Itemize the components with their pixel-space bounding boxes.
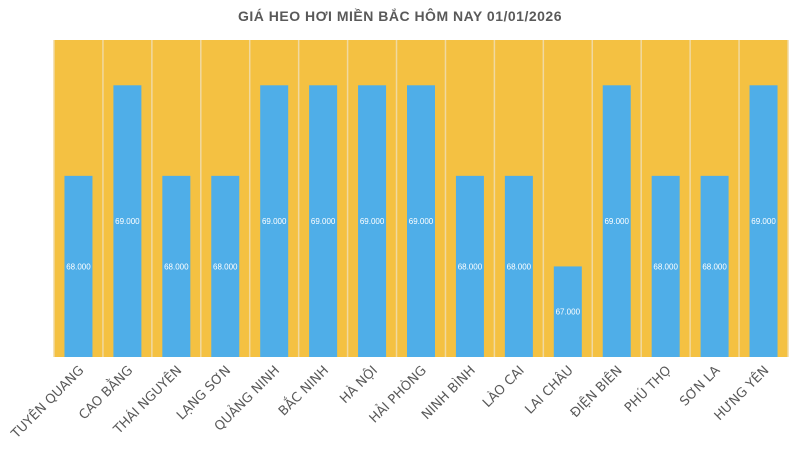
x-tick-label: BẮC NINH [275,362,332,419]
data-label: 68.000 [213,262,238,271]
bar [309,85,338,358]
bar [455,175,484,357]
chart-title: GIÁ HEO HƠI MIỀN BẮC HÔM NAY 01/01/2026 [238,8,562,24]
data-label: 68.000 [164,262,189,271]
data-label: 69.000 [115,217,140,226]
data-label: 69.000 [604,217,629,226]
bar [407,85,435,358]
data-label: 68.000 [507,262,532,271]
bar [504,175,533,357]
x-tick-label: TUYÊN QUANG [7,363,87,443]
data-label: 68.000 [653,262,678,271]
bar [749,85,778,358]
bar [553,266,582,357]
bar [651,175,680,357]
x-tick-label: SƠN LA [677,363,723,409]
data-label: 69.000 [360,217,385,226]
bar [64,175,93,357]
data-label: 68.000 [702,262,727,271]
data-label: 69.000 [262,217,287,226]
bar [700,175,729,357]
data-label: 68.000 [458,262,483,271]
data-label: 69.000 [409,217,434,226]
bar [358,85,387,358]
bar [602,85,631,358]
x-tick-label: PHÚ THỌ [621,363,674,416]
data-label: 69.000 [751,217,776,226]
x-tick-label: HÀ NỘI [337,363,381,407]
bar [211,175,240,357]
bar [162,175,191,357]
data-label: 68.000 [66,262,91,271]
x-tick-label: ĐIỆN BIÊN [567,363,625,421]
x-tick-label: LÀO CAI [479,363,527,411]
data-label: 67.000 [556,308,581,317]
bar [260,85,289,358]
bar [113,85,142,358]
data-label: 69.000 [311,217,336,226]
